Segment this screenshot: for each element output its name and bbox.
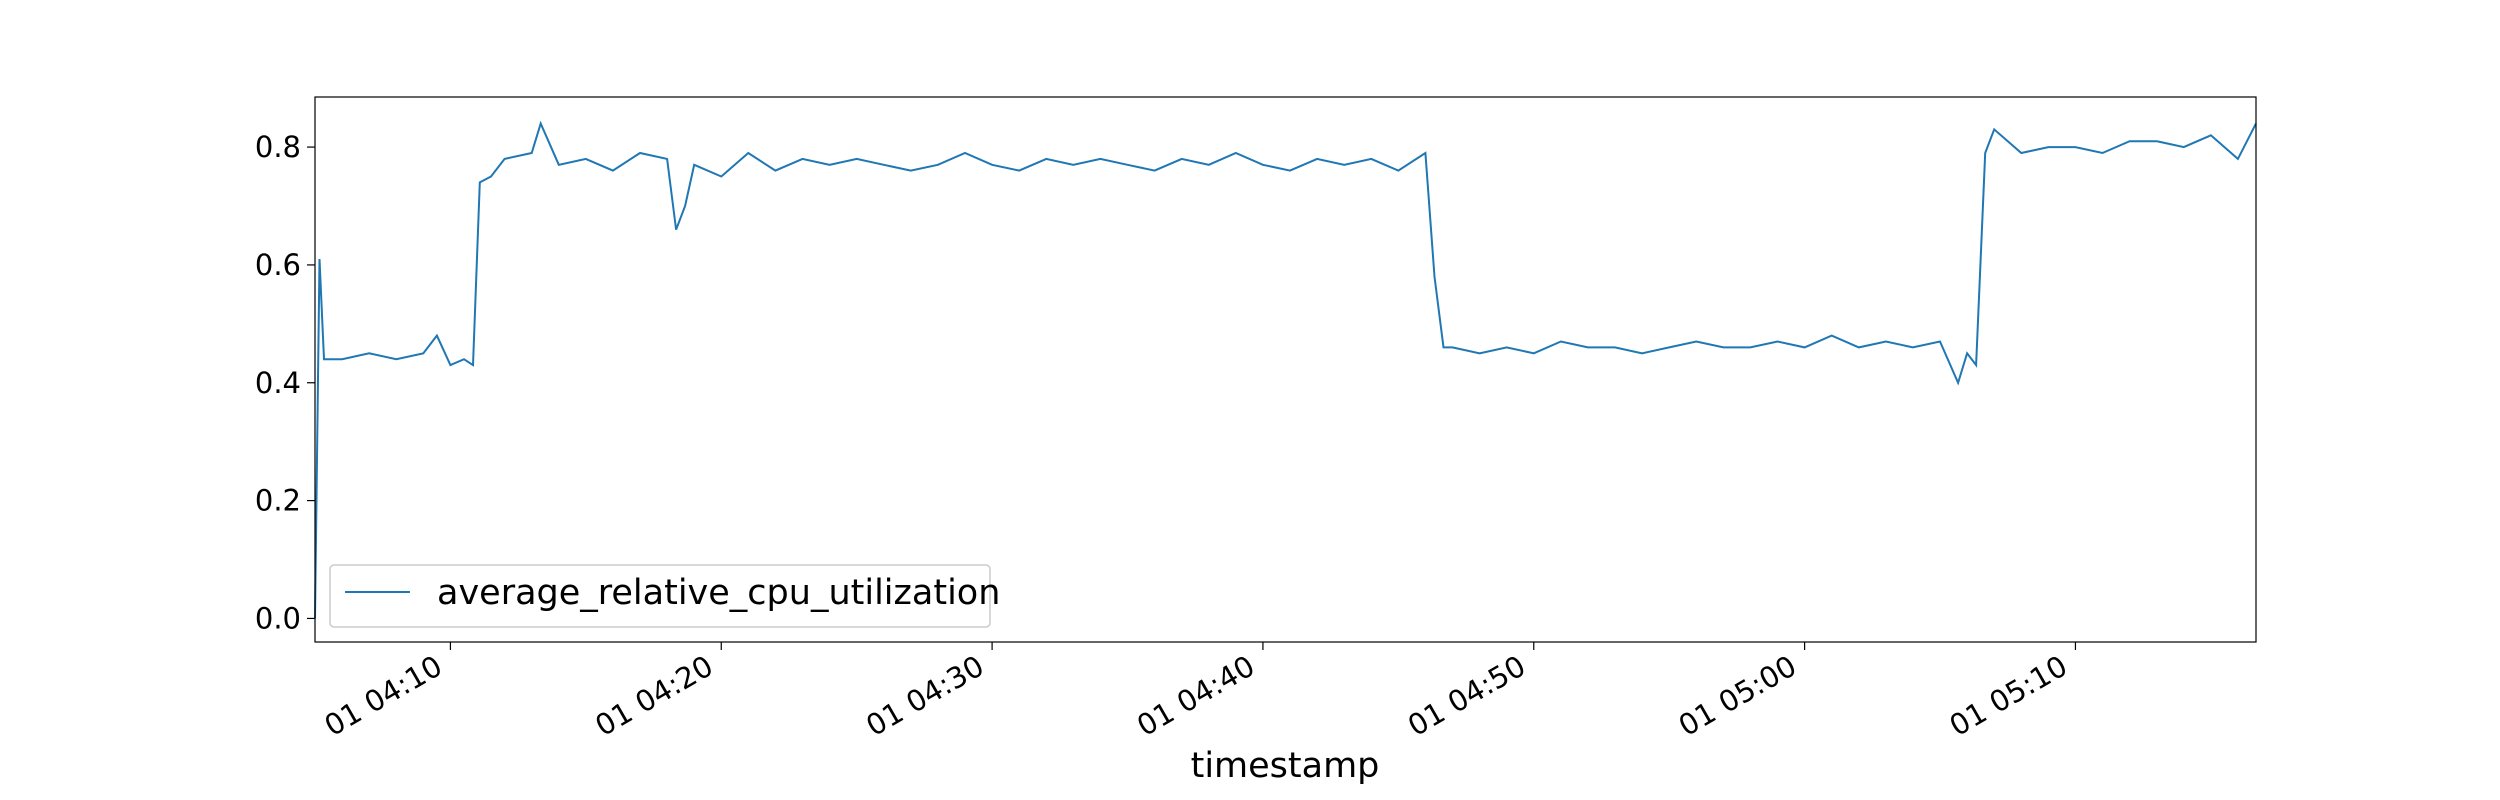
legend-box — [329, 564, 991, 628]
x-tick-label: 01 04:30 — [860, 649, 989, 743]
x-tick-label: 01 04:10 — [319, 649, 448, 743]
legend-label: average_relative_cpu_utilization — [437, 573, 1000, 613]
y-axis-ticks: 0.0 0.2 0.4 0.6 0.8 — [255, 130, 315, 635]
x-tick-label: 01 04:40 — [1131, 649, 1260, 743]
plot-area — [315, 97, 2256, 642]
x-tick-label: 01 05:10 — [1944, 649, 2073, 743]
x-axis-ticks: 01 04:10 01 04:20 01 04:30 01 04:40 01 04:50… — [319, 642, 2077, 743]
series-line — [314, 120, 2257, 619]
x-tick-label: 01 04:50 — [1402, 649, 1531, 743]
x-tick-label: 01 05:00 — [1673, 649, 1802, 743]
plot-frame — [314, 96, 2257, 643]
x-tick-label: 01 04:20 — [589, 649, 718, 743]
legend: average_relative_cpu_utilization — [329, 564, 1000, 628]
x-axis-label: timestamp — [1191, 746, 1380, 786]
y-tick-label: 0.8 — [255, 130, 301, 164]
y-tick-label: 0.4 — [255, 366, 301, 400]
y-tick-label: 0.6 — [255, 248, 301, 282]
y-tick-label: 0.2 — [255, 484, 301, 518]
y-tick-label: 0.0 — [255, 601, 301, 635]
